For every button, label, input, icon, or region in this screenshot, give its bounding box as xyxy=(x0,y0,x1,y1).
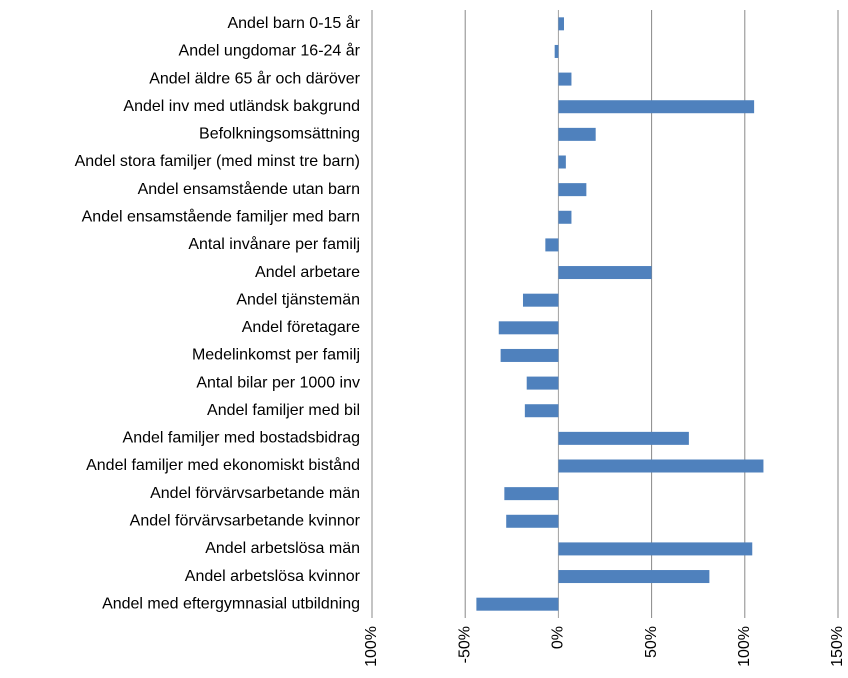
y-tick-label: Andel förvärvsarbetande kvinnor xyxy=(130,512,361,529)
bar xyxy=(558,266,652,280)
bar xyxy=(558,17,564,31)
y-tick-label: Andel förvärvsarbetande män xyxy=(150,485,360,502)
y-tick-label: Andel barn 0-15 år xyxy=(227,14,360,32)
bar xyxy=(545,238,559,252)
y-tick-label: Andel med eftergymnasial utbildning xyxy=(102,595,360,612)
bar xyxy=(558,155,566,169)
y-tick-label: Andel företagare xyxy=(242,319,360,336)
y-tick-label: Andel arbetslösa män xyxy=(205,540,360,557)
bar xyxy=(554,44,559,58)
y-tick-label: Befolkningsomsättning xyxy=(199,126,360,143)
bar xyxy=(522,293,559,307)
y-tick-label: Medelinkomst per familj xyxy=(192,347,360,364)
bar xyxy=(558,127,596,141)
bar xyxy=(558,570,710,584)
bar xyxy=(558,210,572,224)
y-tick-label: Andel tjänstemän xyxy=(236,291,360,308)
y-tick-label: Andel familjer med bostadsbidrag xyxy=(123,430,360,447)
bar xyxy=(524,404,559,418)
bar xyxy=(558,72,572,86)
bar xyxy=(500,348,559,362)
y-tick-label: Andel stora familjer (med minst tre barn… xyxy=(75,153,360,170)
bar xyxy=(498,321,559,335)
y-tick-label: Andel ensamstående utan barn xyxy=(138,180,360,198)
x-tick-label: 100% xyxy=(736,626,753,667)
y-tick-label: Antal bilar per 1000 inv xyxy=(196,374,360,391)
bar xyxy=(558,183,587,197)
y-tick-label: Antal invånare per familj xyxy=(188,235,360,253)
bar xyxy=(526,376,559,390)
y-tick-label: Andel arbetare xyxy=(255,264,360,281)
x-tick-label: -50% xyxy=(456,626,473,663)
bar xyxy=(506,514,559,528)
bar xyxy=(558,459,764,473)
bar xyxy=(558,100,755,114)
bar xyxy=(504,487,559,501)
x-tick-label: 150% xyxy=(829,626,846,667)
y-tick-label: Andel arbetslösa kvinnor xyxy=(185,568,361,585)
bar xyxy=(476,597,559,611)
y-tick-label: Andel ensamstående familjer med barn xyxy=(82,207,360,225)
bar xyxy=(558,431,689,445)
y-tick-label: Andel familjer med ekonomiskt bistånd xyxy=(86,456,360,474)
x-tick-label: 100% xyxy=(363,626,380,667)
x-tick-label: 0% xyxy=(550,626,567,649)
y-tick-label: Andel inv med utländsk bakgrund xyxy=(123,98,360,115)
y-tick-label: Andel ungdomar 16-24 år xyxy=(179,42,361,60)
y-tick-label: Andel äldre 65 år och däröver xyxy=(149,69,360,87)
x-tick-label: 50% xyxy=(643,626,660,658)
bar xyxy=(558,542,753,556)
y-tick-label: Andel familjer med bil xyxy=(207,402,360,419)
